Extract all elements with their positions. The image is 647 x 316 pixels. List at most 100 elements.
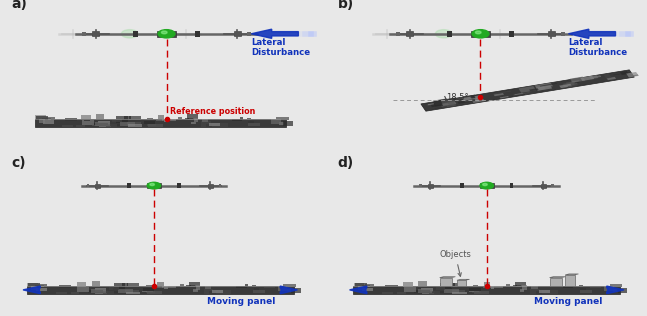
Bar bbox=[35, 118, 286, 127]
Bar bbox=[38, 284, 47, 286]
Bar bbox=[469, 288, 481, 291]
Bar bbox=[396, 32, 400, 36]
Polygon shape bbox=[433, 101, 443, 105]
Bar bbox=[353, 283, 364, 286]
Bar bbox=[513, 285, 517, 286]
Bar bbox=[185, 118, 189, 119]
Bar bbox=[448, 283, 455, 286]
Bar bbox=[478, 31, 483, 37]
Bar bbox=[192, 122, 196, 125]
Bar bbox=[56, 292, 67, 294]
Bar bbox=[195, 31, 200, 37]
Bar bbox=[142, 291, 153, 292]
Bar bbox=[196, 285, 200, 289]
Polygon shape bbox=[435, 106, 447, 109]
Bar bbox=[291, 289, 301, 293]
Bar bbox=[95, 122, 110, 126]
Bar bbox=[212, 290, 223, 293]
Polygon shape bbox=[455, 98, 463, 102]
Bar bbox=[43, 118, 51, 120]
Bar bbox=[473, 285, 478, 286]
FancyArrow shape bbox=[349, 286, 367, 294]
Bar bbox=[27, 283, 38, 286]
Bar bbox=[548, 31, 554, 36]
Bar bbox=[248, 123, 260, 126]
Bar bbox=[39, 119, 45, 123]
Bar bbox=[355, 283, 367, 287]
Bar bbox=[92, 123, 107, 125]
Text: Objects: Objects bbox=[439, 250, 471, 276]
Bar bbox=[358, 286, 364, 290]
Bar bbox=[146, 291, 155, 293]
Bar bbox=[618, 289, 627, 293]
Polygon shape bbox=[433, 101, 448, 106]
Bar bbox=[146, 285, 152, 286]
Bar bbox=[430, 291, 440, 294]
Bar bbox=[179, 284, 184, 286]
Bar bbox=[245, 284, 248, 287]
Bar bbox=[472, 31, 490, 37]
Bar bbox=[157, 282, 164, 286]
Bar bbox=[28, 283, 40, 287]
Bar bbox=[572, 284, 575, 287]
Bar bbox=[232, 119, 243, 121]
Bar bbox=[91, 289, 105, 293]
Polygon shape bbox=[607, 77, 616, 80]
Polygon shape bbox=[514, 93, 523, 95]
Bar bbox=[248, 121, 254, 124]
Bar bbox=[190, 285, 195, 287]
Bar bbox=[109, 286, 118, 289]
Bar bbox=[143, 124, 154, 125]
Bar bbox=[147, 183, 161, 188]
Polygon shape bbox=[604, 74, 611, 79]
Polygon shape bbox=[620, 71, 629, 75]
FancyArrow shape bbox=[251, 29, 298, 38]
Polygon shape bbox=[440, 277, 455, 278]
Bar bbox=[468, 291, 479, 292]
Bar bbox=[565, 275, 575, 286]
Bar bbox=[93, 31, 99, 36]
Polygon shape bbox=[463, 94, 477, 99]
Bar bbox=[385, 285, 398, 288]
Bar bbox=[520, 289, 525, 292]
Polygon shape bbox=[457, 96, 473, 101]
Polygon shape bbox=[457, 99, 476, 104]
Bar bbox=[36, 116, 48, 120]
Bar bbox=[177, 183, 181, 188]
Bar bbox=[353, 286, 620, 294]
Text: Lateral
Disturbance: Lateral Disturbance bbox=[569, 38, 628, 57]
Bar bbox=[94, 288, 107, 292]
Text: c): c) bbox=[11, 156, 26, 170]
Bar bbox=[120, 122, 135, 126]
Polygon shape bbox=[534, 83, 553, 89]
Polygon shape bbox=[433, 98, 449, 104]
Bar bbox=[580, 289, 586, 291]
Bar bbox=[106, 124, 117, 127]
Bar bbox=[219, 184, 221, 187]
Bar bbox=[76, 125, 85, 127]
Bar bbox=[215, 290, 231, 294]
Bar bbox=[126, 289, 138, 292]
Bar bbox=[116, 116, 127, 121]
Bar bbox=[452, 289, 465, 292]
Polygon shape bbox=[626, 72, 639, 77]
Polygon shape bbox=[474, 95, 481, 99]
Bar bbox=[252, 285, 256, 286]
Bar bbox=[479, 183, 494, 188]
Bar bbox=[404, 288, 415, 292]
Circle shape bbox=[435, 30, 452, 38]
Bar bbox=[610, 284, 622, 287]
Bar bbox=[116, 120, 128, 123]
Bar bbox=[474, 291, 488, 294]
Bar bbox=[127, 283, 139, 286]
Polygon shape bbox=[499, 96, 509, 98]
FancyArrow shape bbox=[607, 286, 624, 294]
Polygon shape bbox=[570, 76, 586, 83]
Bar bbox=[147, 124, 155, 126]
Bar bbox=[127, 122, 140, 125]
Bar bbox=[124, 116, 131, 119]
Polygon shape bbox=[470, 97, 485, 103]
Bar bbox=[204, 289, 214, 291]
Bar bbox=[551, 184, 554, 187]
Bar bbox=[590, 287, 601, 288]
